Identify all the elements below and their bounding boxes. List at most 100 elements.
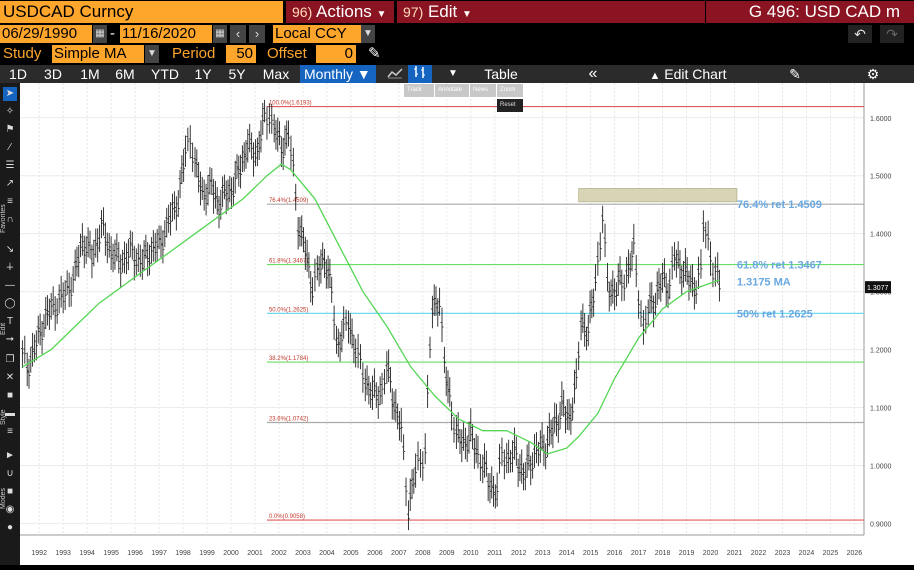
x-tick-label: 2008 [415,550,431,557]
y-tick-label: 1.0000 [870,463,892,470]
end-date-field[interactable]: 11/16/2020 [120,25,212,43]
annotation-label: 76.4% ret 1.4509 [737,199,822,211]
chevron-down-icon[interactable]: ▼ [448,68,458,79]
study-select[interactable]: Simple MA [52,45,144,63]
frequency-select[interactable]: Monthly ▼ [300,65,376,83]
reset-button[interactable]: Reset [497,99,523,112]
x-tick-label: 2018 [655,550,671,557]
x-tick-label: 2005 [343,550,359,557]
x-tick-label: 1992 [31,550,47,557]
chevron-down-icon[interactable]: ▼ [361,25,375,43]
actions-number: 96) [292,4,313,20]
side-label-edit: Edit [0,322,7,335]
security-name[interactable]: USDCAD Curncy [0,1,283,23]
price-chart[interactable]: 1.60001.50001.40001.30001.20001.10001.00… [20,83,914,565]
pencil-icon[interactable]: ✎ [368,45,381,62]
cursor-icon[interactable]: ✧ [5,106,15,117]
range-button-3d[interactable]: 3D [44,66,62,82]
line-chart-icon[interactable] [383,65,407,83]
highlight-box [578,188,738,203]
hline-tool-icon[interactable]: — [5,280,15,291]
x-tick-label: 2004 [319,550,335,557]
edit-label: Edit [427,2,458,21]
x-tick-label: 2003 [295,550,311,557]
bar-chart-icon[interactable] [408,65,432,83]
x-tick-label: 2012 [511,550,527,557]
style-color-icon[interactable]: ■ [6,390,14,401]
x-tick-label: 2023 [775,550,791,557]
record-icon[interactable]: ● [6,522,14,533]
bookmark-icon[interactable]: ⚑ [5,124,15,135]
delete-icon[interactable]: ✕ [5,372,15,383]
x-tick-label: 2024 [799,550,815,557]
arc-tool-icon[interactable]: ∩ [6,214,14,225]
x-tick-label: 2022 [751,550,767,557]
ray-tool-icon[interactable]: ↘ [5,244,15,255]
currency-select[interactable]: Local CCY [273,25,361,43]
segment-tool-icon[interactable]: ∔ [5,262,15,273]
x-tick-label: 1996 [127,550,143,557]
chevron-left-icon[interactable]: ‹ [230,25,246,43]
offset-input[interactable]: 0 [316,45,356,63]
news-button[interactable]: News [470,84,496,97]
edit-menu-button[interactable]: 97) Edit ▼ [397,1,705,23]
x-tick-label: 2009 [439,550,455,557]
text-tool-icon[interactable]: T [6,316,14,327]
gear-icon[interactable]: ⚙ [866,66,880,82]
table-button[interactable]: Table [484,66,518,82]
period-input[interactable]: 50 [226,45,256,63]
range-button-1d[interactable]: 1D [9,66,27,82]
channel-tool-icon[interactable]: ☰ [5,160,15,171]
edit-icon[interactable]: ✎ [789,66,801,82]
chevron-down-icon[interactable]: ▼ [145,45,159,63]
style-line-icon[interactable]: ▬ [5,408,15,419]
fib-level-label: 0.0%(0.9058) [269,514,305,520]
x-tick-label: 2011 [487,550,502,557]
style-width-icon[interactable]: ≡ [7,426,13,437]
chevron-right-icon[interactable]: › [249,25,265,43]
trend-tool-icon[interactable]: ↗ [5,178,15,189]
y-tick-label: 1.5000 [870,174,892,181]
annotation-label: 50% ret 1.2625 [737,308,813,320]
frequency-label: Monthly [304,66,354,82]
arrow-tool-icon[interactable]: ➞ [5,334,15,345]
fib-level-label: 50.0%(1.2625) [269,307,308,313]
calendar-icon[interactable]: ▦ [213,25,227,43]
x-tick-label: 2019 [679,550,695,557]
magnet-icon[interactable]: ∪ [6,468,14,479]
range-button-max[interactable]: Max [262,66,290,82]
fibonacci-tool-icon[interactable]: ≡ [7,196,13,207]
actions-menu-button[interactable]: 96) Actions ▼ [286,1,394,23]
ellipse-tool-icon[interactable]: ◯ [4,298,16,309]
edit-chart-button[interactable]: ▲ Edit Chart [638,65,738,83]
study-controls: Study Simple MA ▼ Period 50 Offset 0 ✎ [0,45,914,64]
chart-area[interactable]: 1.60001.50001.40001.30001.20001.10001.00… [20,83,914,565]
range-button-1y[interactable]: 1Y [194,66,212,82]
x-tick-label: 2002 [271,550,287,557]
lock-icon[interactable]: ■ [6,486,14,497]
chevron-down-icon: ▼ [462,9,472,20]
last-price-tag [865,281,891,294]
range-button-1m[interactable]: 1M [80,66,100,82]
redo-icon[interactable]: ↷ [880,25,904,43]
copy-icon[interactable]: ❐ [5,354,15,365]
mode-icon[interactable]: ► [5,450,15,461]
eye-icon[interactable]: ◉ [5,504,15,515]
collapse-panel-icon[interactable]: « [588,65,598,82]
x-tick-label: 2020 [703,550,719,557]
x-tick-label: 2021 [727,550,743,557]
track-button[interactable]: Track [404,84,434,97]
calendar-icon[interactable]: ▦ [93,25,107,43]
line-tool-icon[interactable]: ∕ [9,142,11,153]
x-tick-label: 2000 [223,550,239,557]
range-button-ytd[interactable]: YTD [151,66,179,82]
range-button-5y[interactable]: 5Y [228,66,246,82]
x-tick-label: 2007 [391,550,407,557]
range-button-6m[interactable]: 6M [115,66,135,82]
annotate-button[interactable]: Annotate [435,84,469,97]
function-title: G 496: USD CAD m [706,1,914,23]
undo-icon[interactable]: ↶ [848,25,872,43]
pointer-icon[interactable]: ➤ [3,87,17,101]
start-date-field[interactable]: 06/29/1990 [0,25,92,43]
zoom-button[interactable]: Zoom [497,84,523,97]
